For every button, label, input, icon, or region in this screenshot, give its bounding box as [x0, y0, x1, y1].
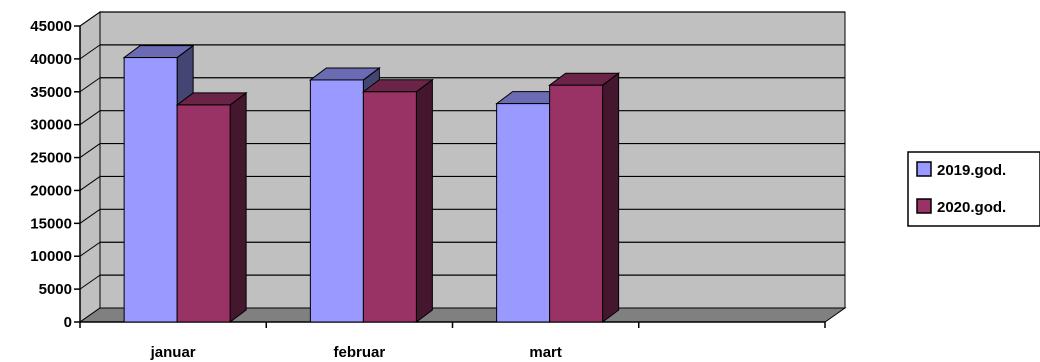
- y-tick-label: 30000: [30, 117, 72, 134]
- gridline-side: [79, 77, 101, 93]
- x-category-label: mart: [529, 344, 562, 361]
- legend-swatch: [916, 198, 932, 214]
- gridline-side: [79, 11, 101, 27]
- y-tick-label: 20000: [30, 182, 72, 199]
- y-tick-label: 25000: [30, 150, 72, 167]
- legend-label: 2020.god.: [937, 199, 1006, 216]
- bar-front: [309, 79, 364, 323]
- bar-front: [496, 103, 551, 323]
- y-tick-label: 35000: [30, 84, 72, 101]
- y-tick-label: 15000: [30, 215, 72, 232]
- gridline-side: [79, 44, 101, 60]
- bar-front: [123, 57, 178, 323]
- bar: [361, 78, 434, 323]
- x-category-label: januar: [150, 344, 196, 361]
- y-tick-label: 5000: [39, 281, 72, 298]
- bar-front: [362, 91, 417, 323]
- bar-front: [176, 104, 231, 323]
- y-tick-label: 40000: [30, 51, 72, 68]
- bar-front: [549, 84, 604, 323]
- side-wall: [79, 11, 101, 323]
- bar: [548, 72, 621, 323]
- gridline-side: [79, 274, 101, 290]
- y-tick-label: 0: [64, 314, 72, 331]
- gridline-side: [79, 241, 101, 257]
- y-tick-label: 10000: [30, 248, 72, 265]
- y-tick-label: 45000: [30, 18, 72, 35]
- gridline-side: [79, 176, 101, 191]
- bar: [175, 91, 248, 323]
- bar-side: [229, 91, 247, 323]
- x-axis-category-labels: januar februar mart: [150, 344, 562, 361]
- gridline-side: [79, 143, 101, 158]
- legend-label: 2019.god.: [937, 162, 1006, 179]
- bars: [122, 44, 621, 323]
- bar-side: [602, 72, 620, 323]
- legend: 2019.god. 2020.god.: [907, 151, 1040, 227]
- gridline-side: [79, 208, 101, 224]
- bar-side: [415, 78, 433, 323]
- x-category-label: februar: [334, 344, 386, 361]
- legend-swatch: [916, 161, 932, 177]
- y-axis-tick-labels: 0 5000 10000 15000 20000 25000 30000 35000 40000…: [30, 18, 72, 331]
- gridline-side: [79, 110, 101, 126]
